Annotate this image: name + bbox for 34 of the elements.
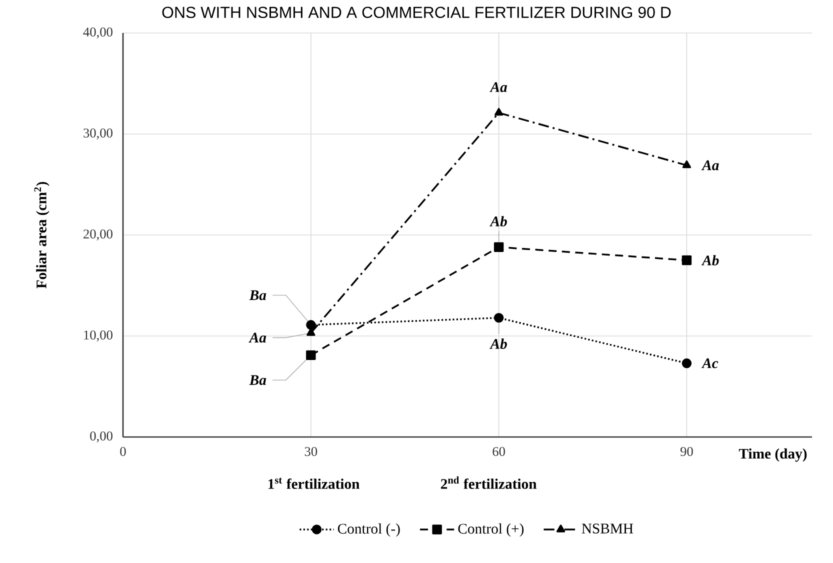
- text: 2$^{nd}$ fertilization: [440, 476, 537, 489]
- annotation: Aa: [248, 332, 266, 343]
- legend-label: Control (-): [338, 523, 400, 537]
- y-tick-label: 40,00: [83, 28, 112, 38]
- annotation: Ab: [701, 255, 719, 266]
- point: [494, 312, 504, 323]
- annotation: Ba: [249, 375, 266, 385]
- point: [306, 320, 316, 330]
- annotation: Aa: [701, 160, 719, 170]
- x-axis-title: Time (day): [738, 448, 807, 462]
- x-tick-label: 90: [680, 447, 693, 456]
- annotation: Ba: [249, 290, 266, 300]
- annotation: Ab: [490, 216, 507, 226]
- annotation: Aa: [490, 82, 508, 92]
- annotation: Ab: [490, 338, 507, 349]
- point: [306, 350, 316, 360]
- legend-label: NSBMH: [582, 524, 634, 534]
- y-tick-label: 20,00: [84, 230, 112, 240]
- text: 1$^{st}$ fertilization: [268, 478, 360, 489]
- legend-label: Control (+): [458, 523, 524, 537]
- annotation: Ac: [701, 358, 718, 368]
- y-tick-label: 30,00: [84, 128, 112, 140]
- point: [682, 160, 692, 168]
- chart-title: ONS WITH NSBMH AND A COMMERCIAL FERTILIZER DURING 90 D: [162, 6, 671, 18]
- y-tick-label: 10,00: [84, 330, 112, 342]
- x-tick-label: 60: [492, 447, 505, 456]
- point: [494, 242, 504, 252]
- y-tick-label: 0,00: [90, 432, 112, 442]
- point: [494, 108, 504, 116]
- point: [682, 255, 692, 266]
- point: [682, 358, 692, 368]
- y-axis-title: Foliar area (cm$^{2}$): [34, 182, 50, 288]
- x-tick-label: 30: [304, 447, 318, 456]
- x-tick-label: 0: [120, 447, 126, 456]
